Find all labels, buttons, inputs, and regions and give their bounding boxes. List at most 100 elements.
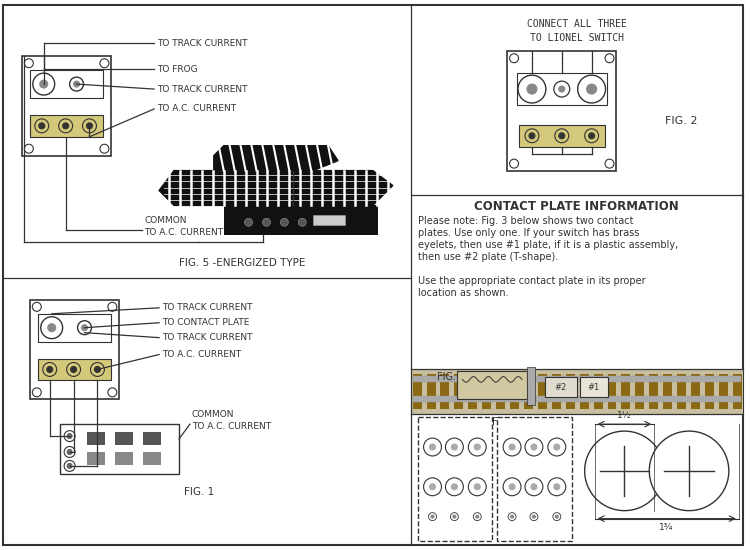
Text: FIG. 2: FIG. 2: [664, 116, 698, 126]
Circle shape: [585, 431, 664, 510]
Bar: [733, 375, 742, 409]
Circle shape: [67, 464, 72, 469]
Circle shape: [605, 54, 614, 63]
Text: TO TRACK CURRENT: TO TRACK CURRENT: [162, 333, 253, 342]
Circle shape: [430, 444, 436, 450]
Bar: [413, 376, 741, 382]
Circle shape: [525, 478, 543, 496]
Bar: [38, 359, 111, 381]
Circle shape: [244, 218, 253, 226]
Bar: [30, 115, 104, 137]
Text: 1½: 1½: [617, 411, 632, 420]
Circle shape: [108, 388, 117, 397]
Circle shape: [424, 478, 442, 496]
Bar: [88, 432, 106, 445]
Bar: [507, 51, 616, 170]
Circle shape: [91, 362, 104, 376]
Text: COMMON: COMMON: [144, 216, 187, 225]
Circle shape: [40, 317, 63, 339]
Circle shape: [446, 438, 464, 456]
Circle shape: [298, 218, 306, 226]
Bar: [30, 300, 119, 399]
Circle shape: [32, 388, 41, 397]
Circle shape: [32, 302, 41, 311]
Circle shape: [529, 133, 535, 139]
Polygon shape: [214, 146, 338, 173]
Circle shape: [453, 515, 456, 518]
Circle shape: [82, 119, 97, 133]
Circle shape: [553, 513, 561, 521]
Text: FIG. 1: FIG. 1: [184, 487, 214, 497]
Polygon shape: [159, 170, 393, 205]
Bar: [608, 375, 616, 409]
Bar: [88, 452, 106, 465]
Circle shape: [532, 515, 536, 518]
Circle shape: [509, 484, 515, 490]
Circle shape: [518, 75, 546, 103]
Circle shape: [64, 431, 75, 442]
Bar: [691, 375, 700, 409]
Bar: [314, 216, 345, 225]
Bar: [413, 397, 741, 402]
Circle shape: [452, 484, 458, 490]
Circle shape: [74, 81, 80, 87]
Bar: [566, 375, 574, 409]
Bar: [622, 375, 631, 409]
Bar: [519, 125, 605, 147]
Bar: [30, 70, 104, 98]
Bar: [580, 375, 589, 409]
Text: TO A.C. CURRENT: TO A.C. CURRENT: [144, 228, 224, 236]
Text: TO FROG: TO FROG: [157, 65, 198, 74]
Bar: [650, 375, 658, 409]
Bar: [527, 367, 535, 405]
Circle shape: [70, 366, 76, 372]
Text: TO TRACK CURRENT: TO TRACK CURRENT: [157, 39, 248, 48]
Text: TO LIONEL SWITCH: TO LIONEL SWITCH: [530, 34, 624, 43]
Text: then use #2 plate (T-shape).: then use #2 plate (T-shape).: [418, 252, 558, 262]
Bar: [116, 432, 134, 445]
Text: #2: #2: [555, 383, 567, 392]
Circle shape: [446, 478, 464, 496]
Text: TO CONTACT PLATE: TO CONTACT PLATE: [162, 318, 250, 327]
Text: FIG. 5 -ENERGIZED TYPE: FIG. 5 -ENERGIZED TYPE: [179, 258, 305, 268]
Circle shape: [474, 444, 480, 450]
Bar: [524, 375, 533, 409]
Text: TO TRACK CURRENT: TO TRACK CURRENT: [162, 303, 253, 312]
Text: Please note: Fig. 3 below shows two contact: Please note: Fig. 3 below shows two cont…: [418, 216, 633, 227]
Circle shape: [100, 144, 109, 153]
Circle shape: [67, 449, 72, 454]
Circle shape: [33, 73, 55, 95]
Circle shape: [39, 123, 45, 129]
Bar: [593, 375, 602, 409]
Bar: [440, 375, 449, 409]
Circle shape: [476, 515, 478, 518]
Bar: [538, 375, 547, 409]
Circle shape: [451, 513, 458, 521]
Bar: [143, 432, 161, 445]
Circle shape: [503, 478, 521, 496]
Bar: [143, 452, 161, 465]
Text: TO A.C. CURRENT: TO A.C. CURRENT: [162, 350, 242, 359]
Circle shape: [525, 129, 539, 143]
Circle shape: [43, 362, 57, 376]
Circle shape: [64, 460, 75, 471]
Bar: [497, 417, 572, 541]
Text: TO A.C. CURRENT: TO A.C. CURRENT: [157, 104, 236, 113]
Text: location as shown.: location as shown.: [418, 288, 509, 298]
Circle shape: [586, 84, 596, 94]
Circle shape: [431, 515, 434, 518]
Bar: [224, 205, 378, 235]
Circle shape: [503, 438, 521, 456]
Bar: [468, 375, 477, 409]
Circle shape: [70, 77, 83, 91]
Bar: [116, 452, 134, 465]
Text: FIG. 3: FIG. 3: [437, 372, 466, 382]
Circle shape: [509, 54, 518, 63]
Circle shape: [554, 444, 560, 450]
Circle shape: [100, 59, 109, 68]
Text: eyelets, then use #1 plate, if it is a plastic assembly,: eyelets, then use #1 plate, if it is a p…: [418, 240, 678, 250]
Bar: [411, 370, 742, 414]
Circle shape: [82, 324, 88, 331]
Circle shape: [468, 478, 486, 496]
Bar: [60, 424, 179, 474]
